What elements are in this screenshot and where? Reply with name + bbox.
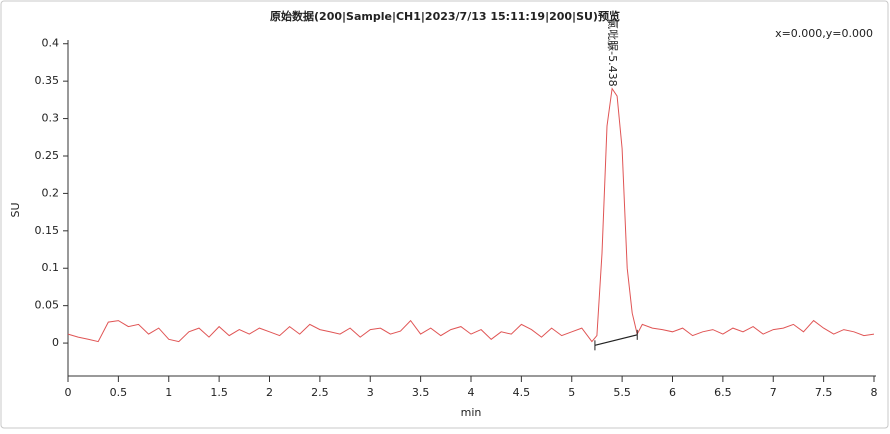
y-tick-label: 0.05 (35, 299, 60, 312)
x-tick-label: 4.5 (513, 386, 531, 399)
x-tick-label: 1 (165, 386, 172, 399)
signal-line (67, 87, 875, 343)
x-tick-label: 7.5 (815, 386, 833, 399)
x-tick-label: 5.5 (613, 386, 631, 399)
x-tick-label: 8 (871, 386, 878, 399)
x-tick-label: 3.5 (412, 386, 430, 399)
x-tick-label: 6.5 (714, 386, 732, 399)
y-tick-label: 0.3 (42, 112, 60, 125)
y-axis-label: SU (9, 202, 22, 217)
x-tick-label: 6 (669, 386, 676, 399)
y-tick-label: 0.25 (35, 149, 60, 162)
x-axis-label: min (461, 406, 482, 419)
y-tick-label: 0.2 (42, 186, 60, 199)
x-tick-label: 0.5 (110, 386, 128, 399)
y-tick-label: 0.1 (42, 261, 60, 274)
x-tick-label: 3 (367, 386, 374, 399)
peak-baseline (594, 334, 638, 346)
y-tick-label: 0 (52, 336, 59, 349)
y-tick-label: 0.15 (35, 224, 60, 237)
cursor-readout: x=0.000,y=0.000 (775, 27, 873, 40)
x-tick-label: 1.5 (210, 386, 228, 399)
x-tick-label: 0 (65, 386, 72, 399)
x-tick-label: 2 (266, 386, 273, 399)
peak-label: 氯吡脲-5.438 (606, 18, 620, 86)
chart-title: 原始数据(200|Sample|CH1|2023/7/13 15:11:19|2… (270, 9, 620, 23)
x-tick-label: 7 (770, 386, 777, 399)
x-tick-label: 2.5 (311, 386, 329, 399)
y-tick-label: 0.4 (42, 37, 60, 50)
x-tick-label: 5 (568, 386, 575, 399)
y-tick-label: 0.35 (35, 74, 60, 87)
x-tick-label: 4 (468, 386, 475, 399)
